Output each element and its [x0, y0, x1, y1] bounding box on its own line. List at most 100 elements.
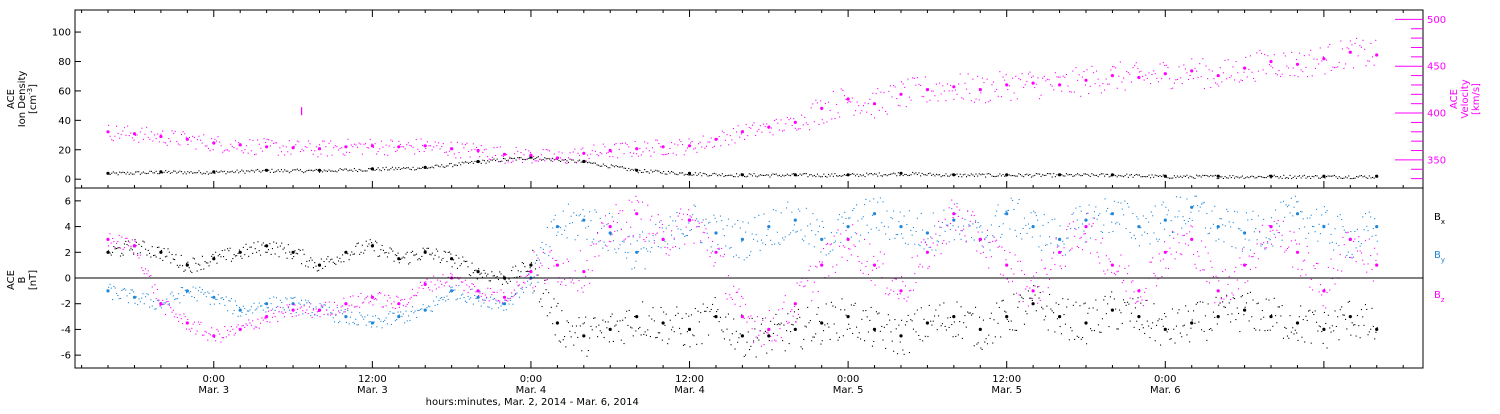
scatter-mark: [996, 302, 998, 304]
scatter-mark: [972, 174, 974, 176]
scatter-mark: [751, 124, 753, 126]
scatter-mark: [261, 305, 263, 307]
scatter-mark: [353, 168, 355, 170]
scatter-mark: [1121, 81, 1123, 83]
scatter-mark: [490, 288, 492, 290]
scatter-mark: [936, 329, 938, 331]
scatter-mark: [1235, 176, 1237, 178]
scatter-mark: [615, 204, 617, 206]
scatter-mark: [942, 85, 944, 87]
scatter-mark: [1257, 70, 1259, 72]
scatter-mark: [162, 130, 164, 132]
scatter-mark: [1166, 214, 1168, 216]
scatter-mark: [1105, 255, 1107, 257]
scatter-mark: [1075, 174, 1077, 176]
scatter-mark: [282, 307, 284, 309]
scatter-mark: [223, 299, 225, 301]
scatter-mark: [973, 101, 975, 103]
scatter-mark: [1173, 231, 1175, 233]
scatter-mark: [997, 204, 999, 206]
scatter-mark: [939, 226, 941, 228]
scatter-mark: [614, 325, 616, 327]
scatter-mark: [544, 279, 546, 281]
scatter-mark: [923, 174, 925, 176]
scatter-mark: [1238, 177, 1240, 179]
scatter-mark: [1178, 242, 1180, 244]
scatter-mark: [1345, 318, 1347, 320]
scatter-mark: [572, 159, 574, 161]
scatter-mark: [154, 172, 156, 174]
scatter-mark: [1247, 280, 1249, 282]
scatter-mark: [983, 173, 985, 175]
scatter-mark: [935, 83, 937, 85]
scatter-mark: [1083, 71, 1085, 73]
ytick-label-right: 350: [1427, 155, 1446, 166]
scatter-mark: [964, 315, 966, 317]
scatter-mark: [1372, 56, 1374, 58]
scatter-mark: [815, 99, 817, 101]
scatter-mark: [1326, 176, 1328, 178]
scatter-mark: [357, 146, 359, 148]
scatter-mark: [219, 303, 221, 305]
scatter-mark: [1199, 63, 1201, 65]
scatter-mark: [604, 244, 606, 246]
scatter-mark: [784, 350, 786, 352]
scatter-mark: [1178, 309, 1180, 311]
scatter-mark: [1350, 231, 1352, 233]
scatter-mark: [743, 317, 745, 319]
scatter-mark: [181, 171, 183, 173]
scatter-mark: [1067, 237, 1069, 239]
scatter-mark: [960, 306, 962, 308]
scatter-mark: [1359, 245, 1361, 247]
scatter-mark: [197, 290, 199, 292]
scatter-mark: [203, 334, 205, 336]
scatter-mark: [1321, 294, 1323, 296]
scatter-mark: [419, 281, 421, 283]
scatter-mark: [1128, 303, 1130, 305]
scatter-mark: [390, 139, 392, 141]
scatter-mark: [1104, 273, 1106, 275]
ytick-label-right: 400: [1427, 109, 1446, 120]
scatter-mark: [818, 175, 820, 177]
scatter-mark: [1002, 299, 1004, 301]
scatter-mark: [501, 154, 503, 156]
scatter-mark: [744, 175, 746, 177]
scatter-mark: [684, 344, 686, 346]
scatter-mark: [567, 203, 569, 205]
scatter-mark: [399, 168, 401, 170]
scatter-mark: [1362, 316, 1364, 318]
scatter-mark: [478, 300, 480, 302]
scatter-mark: [655, 223, 657, 225]
scatter-mark: [1362, 216, 1364, 218]
scatter-mark: [412, 250, 414, 252]
scatter-mark: [422, 304, 424, 306]
scatter-mark: [212, 290, 214, 292]
scatter-mark: [556, 234, 558, 236]
scatter-mark: [766, 332, 768, 334]
scatter-mark: [1231, 313, 1233, 315]
scatter-mark: [507, 161, 509, 163]
scatter-mark: [632, 235, 634, 237]
scatter-mark: [290, 171, 292, 173]
scatter-mark: [1076, 335, 1078, 337]
scatter-mark: [392, 312, 394, 314]
scatter-mark: [1165, 64, 1167, 66]
scatter-mark: [686, 235, 688, 237]
scatter-mark: [947, 224, 949, 226]
scatter-mark: [150, 170, 152, 172]
scatter-mark: [311, 169, 313, 171]
scatter-mark: [1034, 285, 1036, 287]
scatter-mark: [1295, 177, 1297, 179]
scatter-mark: [667, 170, 669, 172]
scatter-mark: [505, 299, 507, 301]
scatter-mark: [1145, 217, 1147, 219]
scatter-mark: [1322, 342, 1324, 344]
scatter-mark: [1268, 64, 1270, 66]
scatter-mark: [816, 266, 818, 268]
scatter-mark: [488, 306, 490, 308]
scatter-mark: [1278, 232, 1280, 234]
scatter-mark: [1321, 176, 1323, 178]
scatter-mark: [709, 175, 711, 177]
scatter-mark: [1111, 66, 1113, 68]
scatter-mark: [888, 90, 890, 92]
